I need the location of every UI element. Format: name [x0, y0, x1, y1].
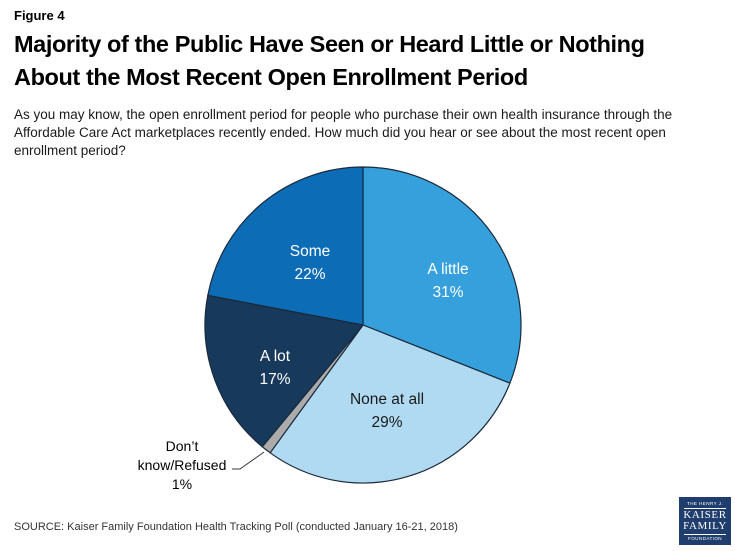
pie-slice-a-little	[362, 166, 522, 384]
pie-label-some-name: Some	[289, 243, 331, 260]
kff-logo-foundation-text: FOUNDATION	[687, 535, 723, 541]
kff-logo-rule-bottom	[684, 533, 726, 535]
figure-number: Figure 4	[14, 8, 65, 23]
pie-label-dont-know: Don’t know/Refused 1%	[127, 437, 237, 494]
pie-label-none-at-all-value: 29%	[371, 414, 403, 431]
page-title: Majority of the Public Have Seen or Hear…	[14, 28, 724, 94]
kff-logo-kaiser-text: KAISER	[683, 508, 727, 521]
kff-logo-top-text: THE HENRY J.	[686, 500, 724, 506]
pie-label-some-value: 22%	[294, 266, 326, 283]
pie-slice-a-lot	[204, 294, 364, 448]
leader-line	[232, 451, 265, 470]
source-note: SOURCE: Kaiser Family Foundation Health …	[14, 521, 458, 533]
pie-chart	[204, 166, 522, 484]
pie-label-none-at-all-name: None at all	[349, 391, 425, 408]
pie-label-a-little-name: A little	[427, 261, 469, 278]
kff-logo-family-text: FAMILY	[683, 520, 727, 532]
pie-label-a-little-value: 31%	[432, 284, 464, 301]
pie-label-a-lot: A lot 17%	[220, 345, 330, 391]
kff-logo: THE HENRY J. KAISER FAMILY FOUNDATION	[679, 497, 731, 545]
kff-logo-rule-top	[684, 507, 726, 509]
pie-slice-none-at-all	[269, 324, 511, 484]
pie-label-a-lot-name: A lot	[259, 348, 291, 365]
pie-label-dont-know-value: 1%	[171, 476, 193, 492]
title-line-2: About the Most Recent Open Enrollment Pe…	[14, 64, 528, 90]
pie-label-a-lot-value: 17%	[259, 371, 291, 388]
pie-label-some: Some 22%	[255, 240, 365, 286]
pie-label-a-little: A little 31%	[393, 258, 503, 304]
pie-slice-some	[207, 166, 364, 326]
title-line-1: Majority of the Public Have Seen or Hear…	[14, 31, 645, 57]
pie-slices-group	[204, 166, 522, 484]
pie-label-none-at-all: None at all 29%	[312, 388, 462, 434]
pie-label-dont-know-name: Don’t know/Refused	[137, 438, 227, 473]
survey-question-text: As you may know, the open enrollment per…	[14, 107, 673, 158]
